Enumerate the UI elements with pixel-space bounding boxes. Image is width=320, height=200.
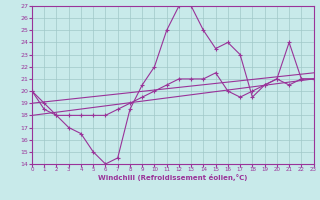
X-axis label: Windchill (Refroidissement éolien,°C): Windchill (Refroidissement éolien,°C) [98, 174, 247, 181]
